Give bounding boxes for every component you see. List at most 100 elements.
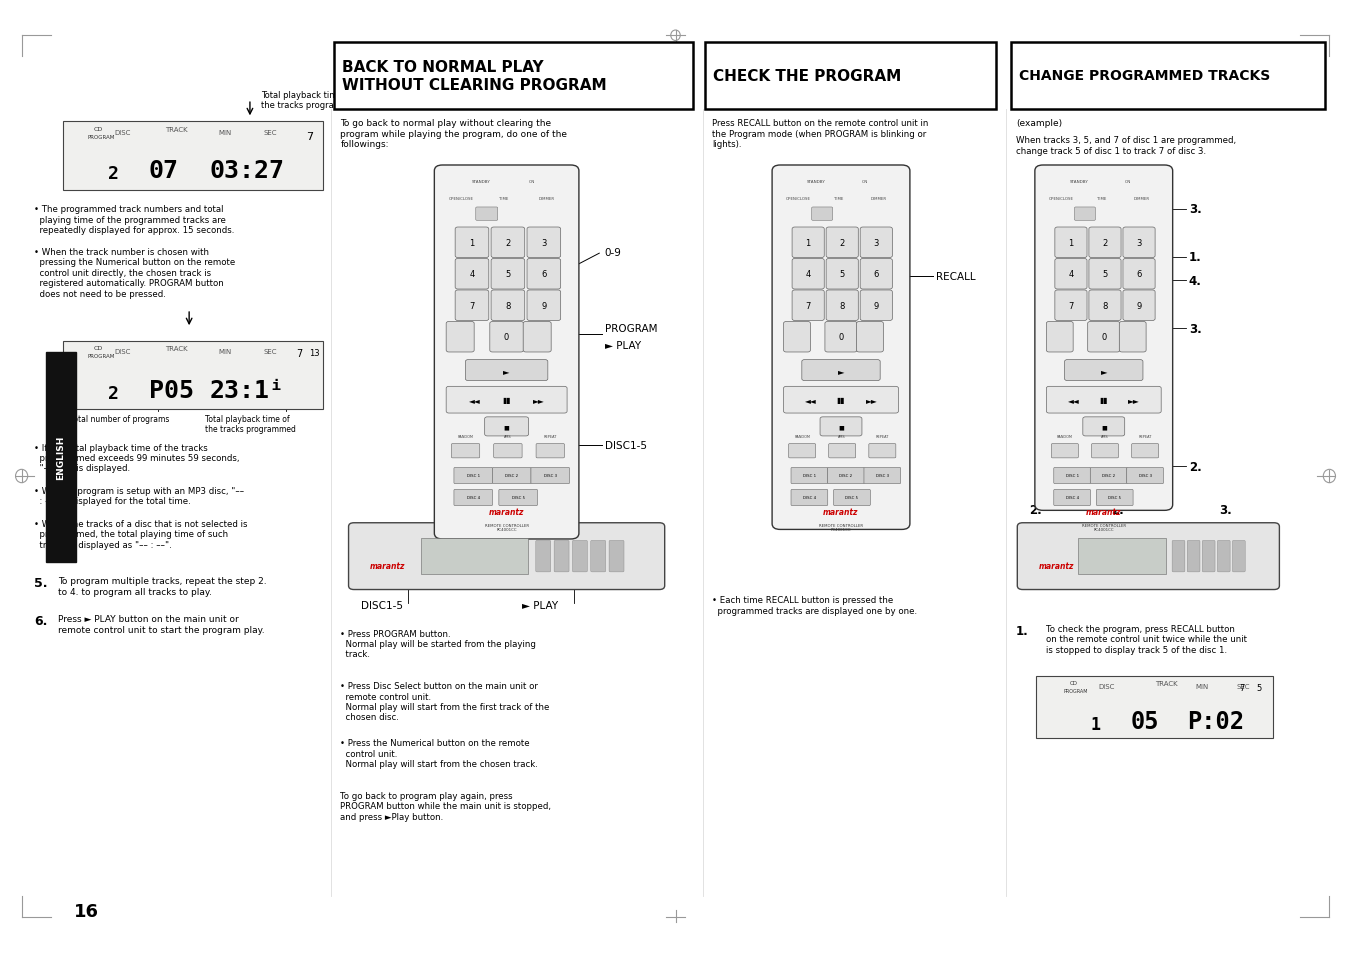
- Text: DISC1-5: DISC1-5: [361, 600, 403, 610]
- FancyBboxPatch shape: [527, 228, 561, 258]
- Text: ►►: ►►: [532, 395, 544, 405]
- Text: 0: 0: [1101, 333, 1106, 342]
- Text: CD: CD: [1070, 680, 1078, 685]
- FancyBboxPatch shape: [834, 490, 870, 506]
- Ellipse shape: [632, 537, 644, 546]
- Text: 3.: 3.: [1189, 322, 1201, 335]
- Text: OPEN/CLOSE: OPEN/CLOSE: [1048, 197, 1074, 201]
- Text: TRACK: TRACK: [1155, 680, 1178, 686]
- FancyBboxPatch shape: [1055, 291, 1088, 321]
- Text: CHECK THE PROGRAM: CHECK THE PROGRAM: [713, 69, 901, 84]
- Text: 03:27: 03:27: [209, 159, 285, 183]
- Text: 1: 1: [469, 238, 474, 248]
- Text: 2: 2: [505, 238, 511, 248]
- Text: ◄◄: ◄◄: [805, 395, 816, 405]
- Text: CD: CD: [93, 127, 103, 132]
- Text: To go back to normal play without clearing the
program while playing the program: To go back to normal play without cleari…: [340, 119, 567, 149]
- Text: 3.: 3.: [1189, 203, 1201, 216]
- Text: REPEAT: REPEAT: [543, 435, 557, 438]
- Text: ON: ON: [530, 180, 535, 184]
- FancyBboxPatch shape: [454, 468, 493, 484]
- Text: To check the program, press RECALL button
on the remote control unit twice while: To check the program, press RECALL butto…: [1046, 624, 1247, 654]
- Text: DISC 4: DISC 4: [466, 496, 480, 499]
- FancyBboxPatch shape: [1202, 541, 1215, 572]
- Text: (example): (example): [1016, 119, 1062, 128]
- FancyBboxPatch shape: [1082, 417, 1124, 436]
- Text: DIMMER: DIMMER: [870, 197, 886, 201]
- Text: 3: 3: [542, 238, 547, 248]
- Text: DISC 3: DISC 3: [1139, 474, 1151, 477]
- Text: DISC 2: DISC 2: [839, 474, 852, 477]
- Text: 1: 1: [1069, 238, 1074, 248]
- Text: AMS: AMS: [1101, 435, 1109, 438]
- FancyBboxPatch shape: [825, 322, 857, 353]
- FancyBboxPatch shape: [820, 417, 862, 436]
- Text: • The programmed track numbers and total
  playing time of the programmed tracks: • The programmed track numbers and total…: [34, 205, 234, 234]
- Text: Press ► PLAY button on the main unit or
remote control unit to start the program: Press ► PLAY button on the main unit or …: [58, 615, 265, 634]
- FancyBboxPatch shape: [1036, 677, 1273, 739]
- FancyBboxPatch shape: [827, 468, 865, 484]
- Ellipse shape: [632, 552, 644, 561]
- FancyBboxPatch shape: [1173, 541, 1185, 572]
- FancyBboxPatch shape: [492, 259, 524, 290]
- FancyBboxPatch shape: [1123, 259, 1155, 290]
- FancyBboxPatch shape: [536, 541, 551, 572]
- Text: 2: 2: [839, 238, 844, 248]
- FancyBboxPatch shape: [455, 228, 489, 258]
- Text: 7: 7: [1239, 683, 1244, 692]
- Text: ◄◄: ◄◄: [469, 395, 481, 405]
- FancyBboxPatch shape: [812, 208, 832, 221]
- FancyBboxPatch shape: [865, 468, 901, 484]
- FancyBboxPatch shape: [465, 360, 549, 381]
- Text: RANDOM: RANDOM: [1056, 435, 1073, 438]
- FancyBboxPatch shape: [1089, 228, 1121, 258]
- Text: ▮▮: ▮▮: [1100, 395, 1108, 405]
- Text: SEC: SEC: [263, 349, 277, 355]
- FancyBboxPatch shape: [1065, 360, 1143, 381]
- Text: ▮▮: ▮▮: [503, 395, 511, 405]
- Text: SEC: SEC: [263, 130, 277, 135]
- Text: ENGLISH: ENGLISH: [57, 436, 65, 479]
- FancyBboxPatch shape: [802, 360, 880, 381]
- Text: • Each time RECALL button is pressed the
  programmed tracks are displayed one b: • Each time RECALL button is pressed the…: [712, 596, 917, 615]
- Text: marantz: marantz: [1086, 507, 1121, 517]
- FancyBboxPatch shape: [63, 122, 323, 191]
- Text: AMS: AMS: [839, 435, 846, 438]
- Text: 1.: 1.: [1016, 624, 1028, 638]
- FancyBboxPatch shape: [499, 490, 538, 506]
- Text: 4: 4: [1069, 270, 1074, 279]
- Text: 1: 1: [805, 238, 811, 248]
- FancyBboxPatch shape: [792, 259, 824, 290]
- Text: DIMMER: DIMMER: [1133, 197, 1150, 201]
- FancyBboxPatch shape: [861, 259, 893, 290]
- Text: ON: ON: [1125, 180, 1131, 184]
- Text: ◼: ◼: [1101, 424, 1106, 430]
- Text: DISC 5: DISC 5: [512, 496, 524, 499]
- Ellipse shape: [632, 567, 644, 576]
- FancyBboxPatch shape: [869, 444, 896, 458]
- Text: 3: 3: [1136, 238, 1142, 248]
- Text: RANDOM: RANDOM: [794, 435, 811, 438]
- Text: 2: 2: [108, 165, 119, 183]
- FancyBboxPatch shape: [1119, 322, 1146, 353]
- Text: REMOTE CONTROLLER
RC4001CC: REMOTE CONTROLLER RC4001CC: [485, 523, 528, 532]
- Text: PROGRAM: PROGRAM: [1063, 688, 1088, 693]
- FancyBboxPatch shape: [455, 291, 489, 321]
- Text: 2.: 2.: [1029, 503, 1042, 517]
- FancyBboxPatch shape: [451, 444, 480, 458]
- Ellipse shape: [1251, 567, 1262, 576]
- Text: 6: 6: [542, 270, 547, 279]
- Text: ►: ►: [504, 366, 509, 375]
- Text: 13: 13: [309, 349, 320, 357]
- Text: 5: 5: [1256, 683, 1262, 692]
- FancyBboxPatch shape: [1054, 490, 1090, 506]
- Text: 2.: 2.: [1189, 460, 1201, 474]
- Text: 5.: 5.: [34, 577, 47, 590]
- FancyBboxPatch shape: [1096, 490, 1133, 506]
- Text: ►: ►: [1101, 366, 1106, 375]
- FancyBboxPatch shape: [861, 228, 893, 258]
- Text: 7: 7: [1069, 301, 1074, 311]
- Text: ►►: ►►: [866, 395, 877, 405]
- Text: STANDBY: STANDBY: [471, 180, 490, 184]
- Text: Total playback time of
the tracks programmed: Total playback time of the tracks progra…: [261, 91, 361, 110]
